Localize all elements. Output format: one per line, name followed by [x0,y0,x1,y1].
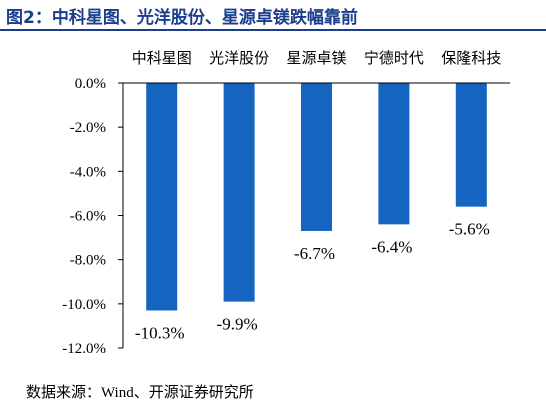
category-label: 星源卓镁 [286,49,346,67]
y-tick-label: -6.0% [70,209,106,225]
bars [146,83,487,311]
y-axis-ticks: 0.0% -2.0% -4.0% -6.0% -8.0% -10.0% -12.0% [62,76,123,357]
y-tick-label: -8.0% [70,253,106,269]
bar-chart: 0.0% -2.0% -4.0% -6.0% -8.0% -10.0% -12.0% 中科星… [62,49,510,357]
category-label: 光洋股份 [209,49,269,67]
title-rule [0,29,546,31]
category-label: 中科星图 [132,49,192,67]
data-label: -9.9% [217,315,258,334]
y-tick-label: -4.0% [70,164,106,180]
bar [146,83,178,311]
data-label: -6.4% [371,237,412,256]
y-tick-label: -10.0% [62,297,106,313]
data-label: -10.3% [135,323,185,342]
bar [378,83,410,225]
chart-title: 图2：中科星图、光洋股份、星源卓镁跌幅靠前 [6,8,358,28]
bar [455,83,487,207]
source-note: 数据来源：Wind、开源证券研究所 [26,385,254,401]
category-label: 宁德时代 [364,49,424,67]
bar [223,83,255,302]
data-label: -6.7% [294,244,335,263]
y-tick-label: -2.0% [70,120,106,136]
y-tick-label: 0.0% [75,76,106,92]
bar [301,83,332,231]
category-label: 保隆科技 [441,49,501,67]
y-tick-label: -12.0% [62,341,106,357]
data-label: -5.6% [449,220,490,239]
data-labels: -10.3% -9.9% -6.7% -6.4% -5.6% [135,220,490,343]
x-axis-categories: 中科星图 光洋股份 星源卓镁 宁德时代 保隆科技 [132,49,502,67]
